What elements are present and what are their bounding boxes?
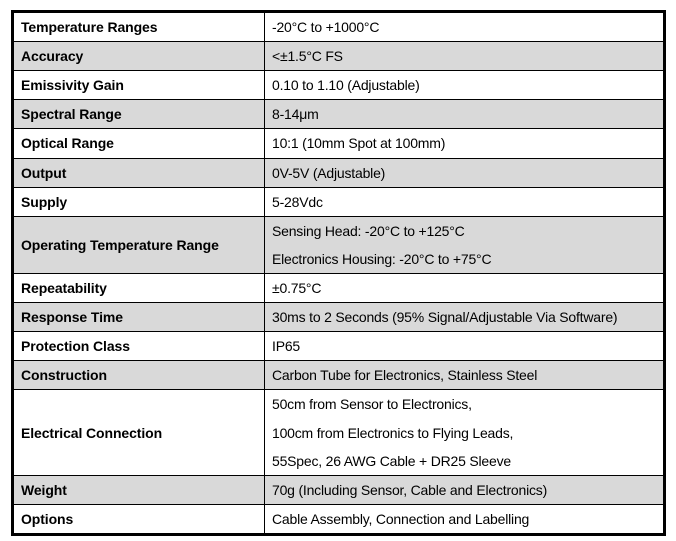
- spec-value-cell: 5-28Vdc: [265, 188, 663, 216]
- spec-value-line: Electronics Housing: -20°C to +75°C: [272, 250, 492, 267]
- spec-value-cell: <±1.5°C FS: [265, 42, 663, 70]
- spec-value-cell: 30ms to 2 Seconds (95% Signal/Adjustable…: [265, 303, 663, 331]
- spec-label: Optical Range: [21, 135, 114, 152]
- spec-label-cell: Operating Temperature Range: [14, 216, 265, 273]
- spec-label-cell: Accuracy: [14, 42, 265, 71]
- spec-value-line: -20°C to +1000°C: [272, 19, 380, 36]
- spec-value-cell: 8-14μm: [265, 100, 663, 128]
- table-row: Weight 70g (Including Sensor, Cable and …: [14, 474, 663, 504]
- spec-label: Spectral Range: [21, 106, 122, 123]
- table-row: Accuracy <±1.5°C FS: [14, 41, 663, 71]
- specification-table: Temperature Ranges -20°C to +1000°C Accu…: [11, 10, 666, 536]
- table-row: Electrical Connection 50cm from Sensor t…: [14, 389, 663, 475]
- spec-label-cell: Electrical Connection: [14, 390, 265, 475]
- spec-value-line: Sensing Head: -20°C to +125°C: [272, 222, 465, 239]
- spec-label-cell: Emissivity Gain: [14, 71, 265, 100]
- table-row: Temperature Ranges -20°C to +1000°C: [14, 13, 663, 42]
- spec-label: Construction: [21, 367, 107, 384]
- spec-label-cell: Construction: [14, 361, 265, 390]
- spec-value-line: Carbon Tube for Electronics, Stainless S…: [272, 367, 538, 384]
- spec-value-line: ±0.75°C: [272, 280, 322, 297]
- spec-label: Protection Class: [21, 338, 130, 355]
- spec-value-line: 0V-5V (Adjustable): [272, 164, 386, 181]
- spec-label: Accuracy: [21, 48, 84, 65]
- spec-value-line: Cable Assembly, Connection and Labelling: [272, 510, 530, 527]
- spec-value-cell: 0V-5V (Adjustable): [265, 159, 663, 187]
- spec-value-cell: -20°C to +1000°C: [265, 13, 663, 41]
- spec-label-cell: Options: [14, 504, 265, 533]
- table-row: Repeatability ±0.75°C: [14, 272, 663, 303]
- spec-label-cell: Repeatability: [14, 273, 265, 303]
- table-row: Response Time 30ms to 2 Seconds (95% Sig…: [14, 302, 663, 332]
- spec-value-line: 50cm from Sensor to Electronics,: [272, 396, 472, 413]
- table-row: Spectral Range 8-14μm: [14, 99, 663, 129]
- table-row: Emissivity Gain 0.10 to 1.10 (Adjustable…: [14, 70, 663, 100]
- spec-value-cell: Carbon Tube for Electronics, Stainless S…: [265, 361, 663, 389]
- spec-value-cell: 0.10 to 1.10 (Adjustable): [265, 71, 663, 99]
- spec-label: Repeatability: [21, 280, 107, 297]
- spec-label-cell: Response Time: [14, 303, 265, 332]
- spec-label-cell: Weight: [14, 475, 265, 504]
- spec-label: Response Time: [21, 309, 123, 326]
- spec-label: Supply: [21, 193, 68, 210]
- spec-label: Options: [21, 510, 74, 527]
- spec-label-cell: Temperature Ranges: [14, 13, 265, 42]
- spec-value-cell: 50cm from Sensor to Electronics, 100cm fr…: [265, 390, 663, 474]
- spec-label: Output: [21, 164, 67, 181]
- spec-value-cell: 10:1 (10mm Spot at 100mm): [265, 129, 663, 157]
- spec-value-line: 55Spec, 26 AWG Cable + DR25 Sleeve: [272, 452, 511, 469]
- spec-value-line: <±1.5°C FS: [272, 48, 343, 65]
- table-row: Optical Range 10:1 (10mm Spot at 100mm): [14, 128, 663, 158]
- spec-value-cell: IP65: [265, 332, 663, 360]
- table-row: Options Cable Assembly, Connection and L…: [14, 503, 663, 533]
- spec-label: Temperature Ranges: [21, 19, 158, 36]
- table-row: Protection Class IP65: [14, 331, 663, 361]
- table-row: Output 0V-5V (Adjustable): [14, 157, 663, 187]
- spec-label-cell: Output: [14, 158, 265, 187]
- spec-value-cell: Sensing Head: -20°C to +125°C Electronics…: [265, 217, 663, 273]
- spec-label-cell: Optical Range: [14, 129, 265, 158]
- spec-value-cell: 70g (Including Sensor, Cable and Electro…: [265, 476, 663, 504]
- table-row: Operating Temperature Range Sensing Head…: [14, 215, 663, 273]
- table-row: Construction Carbon Tube for Electronics…: [14, 360, 663, 390]
- spec-value-line: 70g (Including Sensor, Cable and Electro…: [272, 481, 548, 498]
- spec-value-line: 5-28Vdc: [272, 193, 323, 210]
- spec-value-line: 8-14μm: [272, 106, 319, 123]
- spec-value-line: 0.10 to 1.10 (Adjustable): [272, 77, 420, 94]
- spec-value-cell: Cable Assembly, Connection and Labelling: [265, 505, 663, 533]
- table-row: Supply 5-28Vdc: [14, 186, 663, 216]
- spec-label: Emissivity Gain: [21, 77, 124, 94]
- spec-label-cell: Protection Class: [14, 332, 265, 361]
- spec-value-line: 10:1 (10mm Spot at 100mm): [272, 135, 446, 152]
- spec-label: Operating Temperature Range: [21, 236, 219, 253]
- spec-label-cell: Supply: [14, 187, 265, 216]
- spec-value-line: 30ms to 2 Seconds (95% Signal/Adjustable…: [272, 309, 618, 326]
- spec-value-line: 100cm from Electronics to Flying Leads,: [272, 424, 514, 441]
- spec-label: Electrical Connection: [21, 424, 163, 441]
- spec-value-cell: ±0.75°C: [265, 274, 663, 302]
- spec-value-line: IP65: [272, 338, 300, 355]
- spec-label: Weight: [21, 481, 67, 498]
- spec-label-cell: Spectral Range: [14, 100, 265, 129]
